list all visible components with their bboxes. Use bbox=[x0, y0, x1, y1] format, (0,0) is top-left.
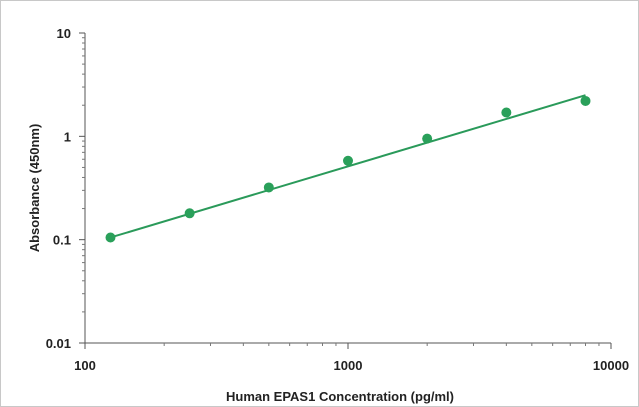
y-tick-label: 1 bbox=[64, 129, 71, 144]
chart-axes: 0.01 0.1 1 10 100 1000 10000 bbox=[46, 26, 629, 373]
x-tick-label: 100 bbox=[74, 358, 96, 373]
x-tick-label: 10000 bbox=[593, 358, 629, 373]
trendline bbox=[110, 94, 586, 239]
data-point bbox=[343, 155, 353, 166]
data-point bbox=[422, 133, 433, 144]
x-axis-title: Human EPAS1 Concentration (pg/ml) bbox=[226, 389, 454, 404]
chart-marks bbox=[105, 94, 591, 243]
data-point bbox=[580, 95, 591, 106]
y-tick-label: 10 bbox=[57, 26, 71, 41]
y-tick-label: 0.1 bbox=[53, 233, 71, 248]
x-tick-label: 1000 bbox=[334, 358, 363, 373]
y-tick-label: 0.01 bbox=[46, 336, 71, 351]
data-point bbox=[263, 182, 274, 193]
data-point bbox=[501, 107, 512, 118]
data-point bbox=[184, 208, 195, 219]
data-point bbox=[105, 232, 116, 243]
y-axis-title: Absorbance (450nm) bbox=[27, 124, 42, 253]
